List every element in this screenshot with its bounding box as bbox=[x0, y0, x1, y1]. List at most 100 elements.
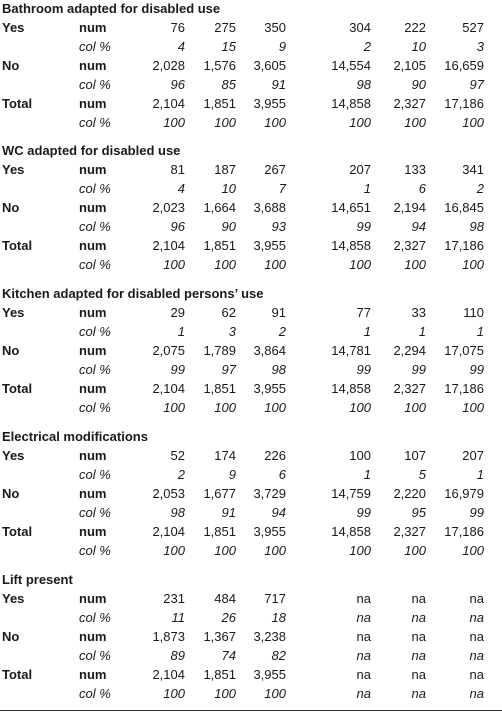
table-cell: na bbox=[356, 686, 371, 701]
table-cell: 6 bbox=[418, 181, 426, 196]
table-cell: 98 bbox=[170, 505, 185, 520]
table-cell: 2,220 bbox=[393, 486, 426, 501]
measure-label: col % bbox=[79, 467, 111, 482]
table-cell: 100 bbox=[349, 543, 371, 558]
table-cell: 304 bbox=[349, 20, 371, 35]
table-cell: 99 bbox=[170, 362, 185, 377]
table-cell: 100 bbox=[349, 115, 371, 130]
table-cell: 9 bbox=[278, 39, 286, 54]
table-cell: 100 bbox=[163, 115, 185, 130]
table-cell: 1 bbox=[363, 467, 371, 482]
table-cell: na bbox=[356, 667, 371, 682]
table-cell: 100 bbox=[462, 257, 484, 272]
table-row: col % 100 100 100 100 100 100 bbox=[0, 398, 502, 417]
table-cell: 82 bbox=[271, 648, 286, 663]
table-cell: 100 bbox=[462, 543, 484, 558]
table-cell: 1 bbox=[476, 324, 484, 339]
table-cell: 3 bbox=[228, 324, 236, 339]
table-row: Total num 2,104 1,851 3,955 na na na bbox=[0, 665, 502, 684]
table-cell: 26 bbox=[221, 610, 236, 625]
table-row: Total num 2,104 1,851 3,955 14,858 2,327 17,186 bbox=[0, 522, 502, 541]
table-cell: 174 bbox=[214, 448, 236, 463]
measure-label: num bbox=[79, 96, 107, 111]
row-label: No bbox=[2, 486, 20, 501]
row-label: Total bbox=[2, 381, 33, 396]
table-row: No num 2,028 1,576 3,605 14,554 2,105 16,659 bbox=[0, 56, 502, 75]
table-cell: 226 bbox=[264, 448, 286, 463]
measure-label: num bbox=[79, 381, 107, 396]
table-cell: 2,327 bbox=[393, 381, 426, 396]
table-cell: 2 bbox=[177, 467, 185, 482]
row-label: Yes bbox=[2, 591, 25, 606]
table-cell: 14,858 bbox=[331, 96, 371, 111]
table-cell: 100 bbox=[264, 686, 286, 701]
table-row: Yes num 231 484 717 na na na bbox=[0, 589, 502, 608]
table-cell: 100 bbox=[214, 543, 236, 558]
table-cell: 93 bbox=[271, 219, 286, 234]
row-label: Total bbox=[2, 524, 33, 539]
table-cell: 133 bbox=[404, 162, 426, 177]
table-cell: na bbox=[411, 648, 426, 663]
table-cell: na bbox=[356, 629, 371, 644]
row-label: Yes bbox=[2, 162, 25, 177]
table-cell: 85 bbox=[221, 77, 236, 92]
table-cell: 2,294 bbox=[393, 343, 426, 358]
table-cell: 100 bbox=[349, 400, 371, 415]
table-cell: 9 bbox=[228, 467, 236, 482]
table-cell: 29 bbox=[170, 305, 185, 320]
table-row: col % 100 100 100 na na na bbox=[0, 684, 502, 703]
table-row: Total num 2,104 1,851 3,955 14,858 2,327 17,186 bbox=[0, 236, 502, 255]
table-row: No num 1,873 1,367 3,238 na na na bbox=[0, 627, 502, 646]
table-cell: 2,327 bbox=[393, 96, 426, 111]
table-cell: 94 bbox=[271, 505, 286, 520]
table-cell: 18 bbox=[271, 610, 286, 625]
table-cell: 1,851 bbox=[203, 381, 236, 396]
table-cell: 5 bbox=[418, 467, 426, 482]
table-cell: 100 bbox=[462, 115, 484, 130]
table-cell: 100 bbox=[214, 686, 236, 701]
table-cell: 4 bbox=[177, 181, 185, 196]
measure-label: col % bbox=[79, 324, 111, 339]
table-cell: 1,851 bbox=[203, 238, 236, 253]
table-cell: 91 bbox=[271, 305, 286, 320]
table-row: col % 96 90 93 99 94 98 bbox=[0, 217, 502, 236]
measure-label: num bbox=[79, 20, 107, 35]
table-cell: 717 bbox=[264, 591, 286, 606]
table-cell: na bbox=[469, 610, 484, 625]
table-row: Yes num 76 275 350 304 222 527 bbox=[0, 18, 502, 37]
row-label: Yes bbox=[2, 305, 25, 320]
table-cell: 2,028 bbox=[152, 58, 185, 73]
table-cell: 222 bbox=[404, 20, 426, 35]
table-cell: 3,688 bbox=[253, 200, 286, 215]
table-cell: na bbox=[356, 591, 371, 606]
table-cell: 14,554 bbox=[331, 58, 371, 73]
measure-label: num bbox=[79, 58, 107, 73]
measure-label: col % bbox=[79, 505, 111, 520]
measure-label: num bbox=[79, 591, 107, 606]
table-cell: 14,651 bbox=[331, 200, 371, 215]
table-cell: 1 bbox=[363, 181, 371, 196]
table-cell: 100 bbox=[163, 686, 185, 701]
table-cell: 1,851 bbox=[203, 96, 236, 111]
row-label: Yes bbox=[2, 448, 25, 463]
table-cell: 100 bbox=[404, 400, 426, 415]
table-cell: 16,979 bbox=[444, 486, 484, 501]
section-title: Lift present bbox=[2, 572, 73, 587]
table-row: col % 100 100 100 100 100 100 bbox=[0, 255, 502, 274]
table-cell: 4 bbox=[177, 39, 185, 54]
measure-label: col % bbox=[79, 610, 111, 625]
table-cell: 3,955 bbox=[253, 667, 286, 682]
table-cell: na bbox=[411, 610, 426, 625]
table-cell: 10 bbox=[411, 39, 426, 54]
table-cell: 62 bbox=[221, 305, 236, 320]
table-cell: 6 bbox=[278, 467, 286, 482]
table-cell: 17,186 bbox=[444, 238, 484, 253]
table-cell: 2 bbox=[278, 324, 286, 339]
table-row: col % 2 9 6 1 5 1 bbox=[0, 465, 502, 484]
section-title: Electrical modifications bbox=[2, 429, 148, 444]
table-cell: 81 bbox=[170, 162, 185, 177]
table-row: col % 1 3 2 1 1 1 bbox=[0, 322, 502, 341]
table-cell: 2 bbox=[363, 39, 371, 54]
table-cell: 99 bbox=[411, 362, 426, 377]
table-cell: na bbox=[469, 629, 484, 644]
